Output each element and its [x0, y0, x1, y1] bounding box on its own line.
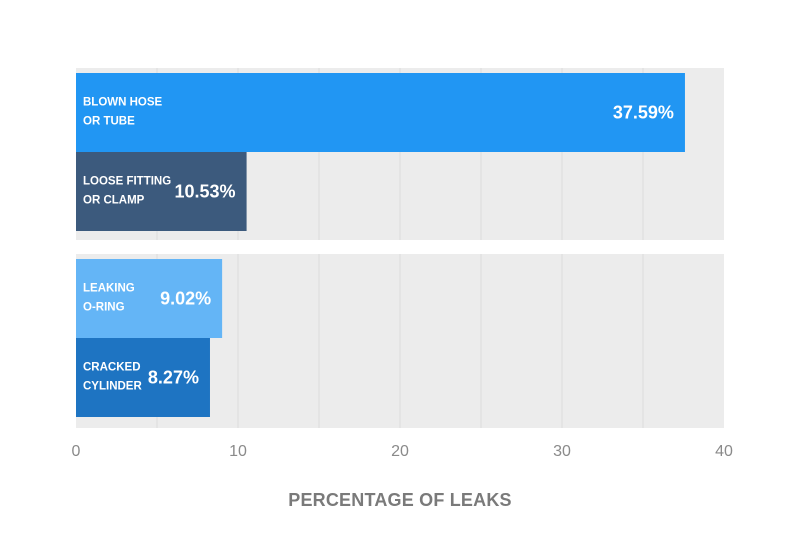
x-tick-label: 0	[72, 443, 81, 460]
bar-category-label: CRACKED CYLINDER	[83, 362, 142, 393]
x-axis-label: PERCENTAGE OF LEAKS	[288, 490, 511, 510]
bar	[76, 338, 210, 417]
bar-category-label: BLOWN HOSE OR TUBE	[83, 97, 163, 128]
x-tick-label: 40	[715, 443, 733, 460]
bar	[76, 259, 223, 338]
bar-value-label: 8.27%	[148, 368, 199, 388]
bar-value-label: 9.02%	[160, 289, 211, 309]
bar-value-label: 37.59%	[613, 103, 674, 123]
bar-value-label: 10.53%	[175, 182, 236, 202]
x-tick-label: 10	[229, 443, 247, 460]
bar-category-label: LOOSE FITTING OR CLAMP	[83, 176, 171, 207]
x-tick-label: 30	[553, 443, 571, 460]
bar	[76, 73, 685, 152]
bar-category-label: LEAKING O-RING	[83, 283, 135, 314]
x-tick-label: 20	[391, 443, 409, 460]
bar	[76, 152, 247, 231]
